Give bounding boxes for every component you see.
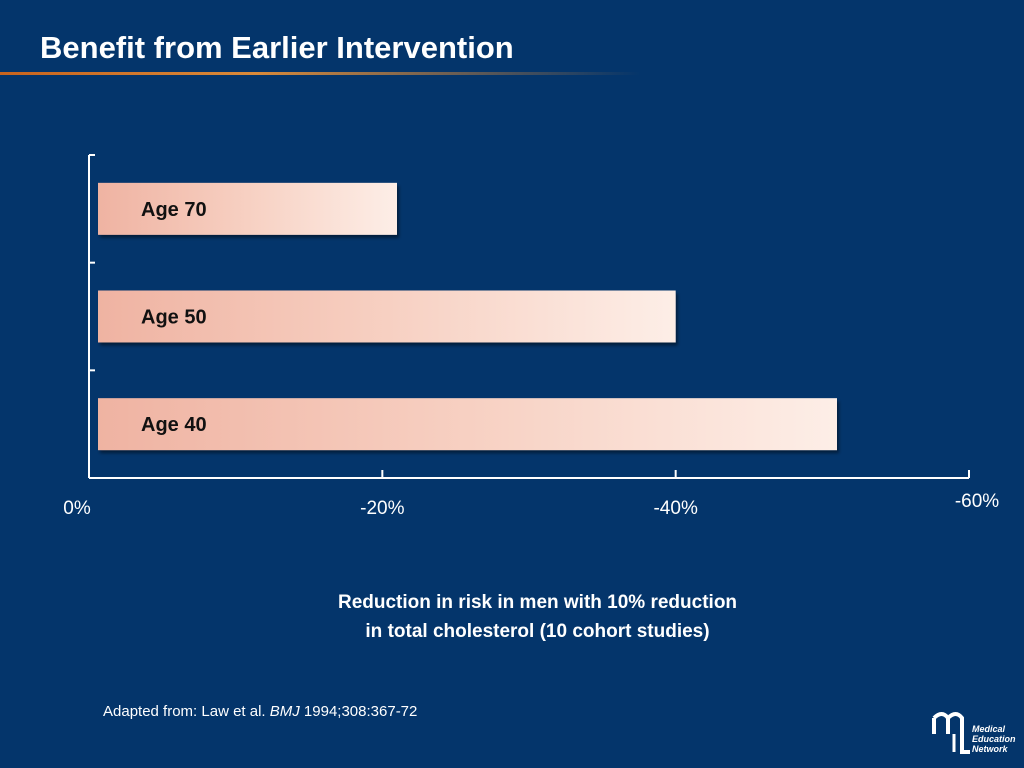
citation-suffix: 1994;308:367-72 [299, 703, 418, 720]
source-citation: Adapted from: Law et al. BMJ 1994;308:36… [103, 703, 417, 720]
chart-caption: Reduction in risk in men with 10% reduct… [0, 588, 1024, 646]
x-tick-label: -40% [653, 498, 697, 519]
x-tick-label: -20% [360, 498, 404, 519]
bar-label: Age 50 [141, 307, 207, 329]
logo-mark-icon [932, 712, 970, 754]
logo-line-2: Education [972, 734, 1016, 744]
bar-age-40 [98, 398, 837, 451]
slide-title: Benefit from Earlier Intervention [40, 30, 514, 65]
bar-label: Age 70 [141, 199, 207, 221]
bar-chart: Age 70 Age 50 Age 40 0% -20% -40% -60% [63, 154, 999, 519]
title-divider [0, 72, 640, 75]
x-tick-label: -60% [955, 491, 999, 512]
citation-prefix: Adapted from: Law et al. [103, 703, 270, 720]
logo-line-1: Medical [972, 724, 1006, 734]
medical-education-network-logo: Medical Education Network [932, 708, 1016, 758]
x-tick-label: 0% [63, 498, 91, 519]
bar-label: Age 40 [141, 414, 207, 436]
citation-journal: BMJ [269, 703, 300, 720]
caption-line-2: in total cholesterol (10 cohort studies) [365, 621, 710, 642]
logo-line-3: Network [972, 744, 1008, 754]
caption-line-1: Reduction in risk in men with 10% reduct… [337, 592, 738, 613]
logo-wordmark: Medical Education Network [972, 724, 1016, 754]
bar-age-50 [98, 290, 676, 343]
bar-age-70 [98, 182, 397, 235]
